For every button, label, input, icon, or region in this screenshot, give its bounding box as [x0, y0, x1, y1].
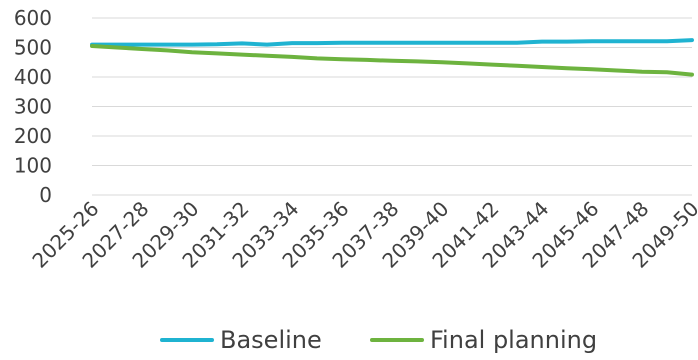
y-tick-label: 400	[14, 65, 52, 89]
y-tick-label: 200	[14, 124, 52, 148]
y-axis-ticks: 0 100 200 300 400 500 600	[14, 6, 52, 207]
series-line-final-planning	[90, 44, 694, 77]
legend-label: Baseline	[220, 326, 322, 354]
y-tick-label: 100	[14, 154, 52, 178]
x-axis-ticks: 2025-262027-282029-302031-322033-342035-…	[27, 197, 698, 273]
legend-label: Final planning	[430, 326, 597, 354]
y-tick-label: 300	[14, 95, 52, 119]
legend: Baseline Final planning	[160, 326, 597, 354]
y-tick-label: 500	[14, 36, 52, 60]
y-tick-label: 0	[39, 183, 52, 207]
y-tick-label: 600	[14, 6, 52, 30]
series-line-baseline	[90, 38, 694, 47]
gridlines	[92, 17, 692, 196]
series-lines	[90, 38, 694, 77]
